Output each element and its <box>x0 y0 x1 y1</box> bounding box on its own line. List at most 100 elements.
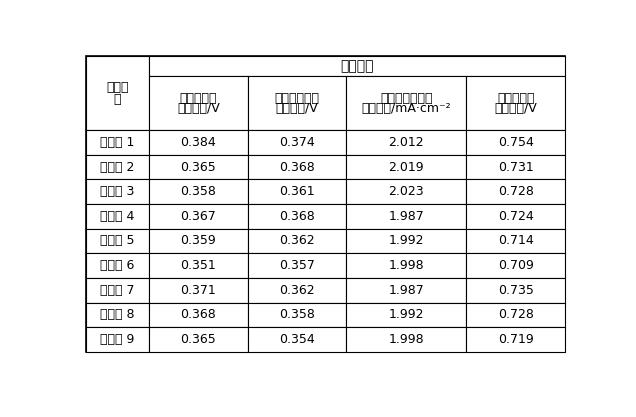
Bar <box>86 327 149 352</box>
Text: 1.992: 1.992 <box>389 309 424 322</box>
Text: 峰电势值/V: 峰电势值/V <box>275 102 318 115</box>
Text: 0.709: 0.709 <box>498 259 534 272</box>
Text: 电流密度/mA·cm⁻²: 电流密度/mA·cm⁻² <box>361 102 451 115</box>
Text: 0.724: 0.724 <box>498 210 534 223</box>
Bar <box>149 179 247 204</box>
Bar <box>466 253 565 278</box>
Text: 0.358: 0.358 <box>181 185 216 198</box>
Bar <box>149 327 247 352</box>
Text: 0.719: 0.719 <box>498 333 534 346</box>
Text: 0.368: 0.368 <box>279 161 315 173</box>
Bar <box>86 155 149 179</box>
Bar <box>86 278 149 303</box>
Bar <box>247 155 346 179</box>
Bar <box>346 155 466 179</box>
Bar <box>149 56 565 76</box>
Text: 0.359: 0.359 <box>181 234 216 248</box>
Text: 0.728: 0.728 <box>498 309 534 322</box>
Bar <box>247 76 346 130</box>
Text: 0.357: 0.357 <box>279 259 315 272</box>
Text: 0.368: 0.368 <box>181 309 216 322</box>
Bar <box>346 253 466 278</box>
Bar <box>149 278 247 303</box>
Text: 起始电势/V: 起始电势/V <box>177 102 220 115</box>
Bar <box>247 278 346 303</box>
Bar <box>466 179 565 204</box>
Bar <box>466 130 565 155</box>
Bar <box>466 76 565 130</box>
Bar <box>86 303 149 327</box>
Text: 甲醇催化氧: 甲醇催化氧 <box>497 92 535 105</box>
Text: 对比例 5: 对比例 5 <box>100 234 135 248</box>
Text: 0.371: 0.371 <box>181 284 216 297</box>
Text: 0.351: 0.351 <box>181 259 216 272</box>
Bar <box>247 204 346 229</box>
Bar <box>149 229 247 253</box>
Text: 对比例 9: 对比例 9 <box>100 333 135 346</box>
Text: 0.368: 0.368 <box>279 210 315 223</box>
Bar <box>466 278 565 303</box>
Text: 检测结: 检测结 <box>106 81 128 94</box>
Text: 0.754: 0.754 <box>498 136 534 149</box>
Bar <box>86 56 149 130</box>
Bar <box>86 229 149 253</box>
Text: 0.731: 0.731 <box>498 161 534 173</box>
Bar <box>149 155 247 179</box>
Bar <box>346 229 466 253</box>
Bar <box>247 253 346 278</box>
Text: 中间毒物氧化: 中间毒物氧化 <box>274 92 319 105</box>
Bar <box>346 179 466 204</box>
Text: 0.362: 0.362 <box>279 234 315 248</box>
Bar <box>466 204 565 229</box>
Text: 0.361: 0.361 <box>279 185 315 198</box>
Text: 对比例 7: 对比例 7 <box>100 284 135 297</box>
Text: 对比例 3: 对比例 3 <box>100 185 135 198</box>
Bar <box>466 303 565 327</box>
Text: 化峰电势/V: 化峰电势/V <box>494 102 537 115</box>
Bar <box>86 204 149 229</box>
Bar <box>247 179 346 204</box>
Bar <box>247 303 346 327</box>
Text: 甲醇催化氧化峰: 甲醇催化氧化峰 <box>380 92 432 105</box>
Bar <box>346 303 466 327</box>
Text: 1.998: 1.998 <box>389 333 424 346</box>
Text: 0.365: 0.365 <box>181 161 216 173</box>
Text: 对比例 1: 对比例 1 <box>100 136 135 149</box>
Text: 0.735: 0.735 <box>498 284 534 297</box>
Text: 1.987: 1.987 <box>389 284 424 297</box>
Bar <box>86 179 149 204</box>
Bar <box>247 130 346 155</box>
Bar <box>247 229 346 253</box>
Text: 0.728: 0.728 <box>498 185 534 198</box>
Text: 2.019: 2.019 <box>389 161 424 173</box>
Bar <box>346 278 466 303</box>
Text: 0.374: 0.374 <box>279 136 315 149</box>
Text: 1.998: 1.998 <box>389 259 424 272</box>
Text: 2.012: 2.012 <box>389 136 424 149</box>
Text: 0.714: 0.714 <box>498 234 534 248</box>
Bar <box>466 327 565 352</box>
Bar <box>149 303 247 327</box>
Text: 对比例 4: 对比例 4 <box>100 210 135 223</box>
Bar <box>247 327 346 352</box>
Text: 催化活性: 催化活性 <box>341 59 374 73</box>
Text: 对比例 6: 对比例 6 <box>100 259 135 272</box>
Text: 0.384: 0.384 <box>181 136 216 149</box>
Text: 2.023: 2.023 <box>389 185 424 198</box>
Bar <box>466 229 565 253</box>
Text: 对比例 8: 对比例 8 <box>100 309 135 322</box>
Text: 0.367: 0.367 <box>181 210 216 223</box>
Text: 果: 果 <box>114 93 121 106</box>
Bar <box>86 253 149 278</box>
Text: 0.358: 0.358 <box>279 309 315 322</box>
Text: 0.362: 0.362 <box>279 284 315 297</box>
Text: 甲醇氧化峰: 甲醇氧化峰 <box>180 92 218 105</box>
Text: 1.992: 1.992 <box>389 234 424 248</box>
Bar <box>346 204 466 229</box>
Bar <box>346 327 466 352</box>
Bar <box>86 130 149 155</box>
Bar <box>346 130 466 155</box>
Text: 0.365: 0.365 <box>181 333 216 346</box>
Bar <box>149 130 247 155</box>
Bar <box>149 204 247 229</box>
